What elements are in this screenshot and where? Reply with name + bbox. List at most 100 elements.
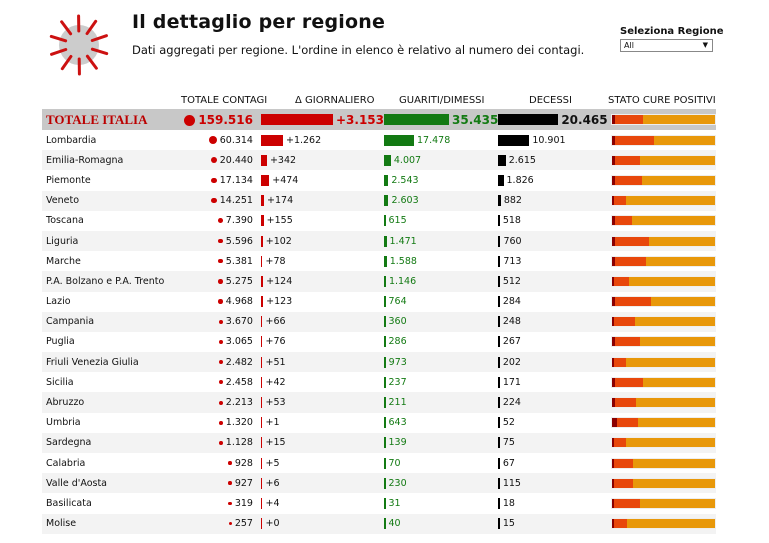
cure-hospitalized-segment — [615, 337, 640, 347]
cure-home-segment — [632, 458, 715, 468]
value-bar — [498, 134, 530, 146]
value-bar — [384, 336, 386, 348]
cure-hospitalized-segment — [615, 155, 640, 165]
cure-status-bar — [611, 457, 716, 469]
value-bar — [498, 437, 500, 449]
cure-intensive-segment — [612, 115, 616, 124]
row-name: Basilicata — [46, 497, 92, 509]
contagi-dot — [218, 339, 223, 345]
table-row[interactable]: Valle d'Aosta 927 +6 230 115 — [42, 473, 716, 494]
value-bar — [384, 215, 386, 227]
table-row[interactable]: Sicilia 2.458 +42 237 171 — [42, 372, 716, 392]
contagi-dot — [218, 279, 223, 284]
table-row[interactable]: Marche 5.381 +78 1.588 713 — [42, 251, 716, 271]
row-guariti: 615 — [388, 215, 407, 227]
value-bar — [498, 316, 500, 328]
table-row[interactable]: P.A. Bolzano e P.A. Trento 5.275 +124 1.… — [42, 271, 716, 292]
value-bar — [384, 134, 414, 146]
row-name: Emilia-Romagna — [46, 154, 124, 166]
value-bar — [384, 174, 389, 186]
value-bar — [384, 417, 386, 429]
region-select[interactable]: All ▼ — [620, 39, 713, 52]
row-guariti: 40 — [388, 518, 401, 530]
contagi-dot — [228, 461, 232, 465]
row-delta: +1 — [265, 417, 280, 429]
value-bar — [498, 114, 559, 125]
table-row[interactable]: Molise 257 +0 40 15 — [42, 513, 716, 534]
row-delta: +1.262 — [285, 134, 322, 146]
row-decessi: 52 — [502, 417, 515, 429]
cure-hospitalized-segment — [614, 458, 633, 468]
cure-home-segment — [632, 478, 715, 488]
cure-home-segment — [626, 196, 715, 206]
row-guariti: 1.146 — [388, 275, 417, 287]
cure-intensive-segment — [612, 478, 615, 488]
value-bar — [384, 437, 386, 449]
table-row[interactable]: Basilicata 319 +4 31 18 — [42, 493, 716, 513]
row-contagi: 257 — [234, 518, 253, 530]
cure-home-segment — [654, 135, 715, 145]
row-contagi: 5.381 — [225, 255, 253, 267]
table-row[interactable]: Veneto 14.251 +174 2.603 882 — [42, 190, 716, 211]
cure-home-segment — [641, 175, 715, 185]
row-decessi: 15 — [502, 518, 515, 530]
row-delta: +123 — [266, 296, 293, 308]
row-name: Friuli Venezia Giulia — [46, 356, 139, 368]
contagi-dot — [218, 258, 223, 264]
value-bar — [260, 497, 263, 509]
table-row[interactable]: Emilia-Romagna 20.440 +342 4.007 2.615 — [42, 150, 716, 171]
cure-intensive-segment — [612, 216, 616, 226]
table-row[interactable]: Campania 3.670 +66 360 248 — [42, 311, 716, 332]
row-decessi: 760 — [503, 235, 522, 247]
contagi-dot — [218, 299, 223, 304]
row-contagi: 17.134 — [219, 174, 253, 186]
row-decessi: 202 — [502, 356, 521, 368]
cure-hospitalized-segment — [615, 175, 642, 185]
value-bar — [498, 235, 501, 247]
cure-hospitalized-segment — [615, 115, 643, 124]
row-contagi: 3.670 — [225, 316, 253, 328]
table-row[interactable]: Sardegna 1.128 +15 139 75 — [42, 432, 716, 453]
value-bar — [498, 195, 501, 207]
contagi-dot — [218, 360, 223, 365]
col-header-guariti: GUARITI/DIMESSI — [399, 95, 485, 106]
cure-home-segment — [626, 438, 715, 448]
row-decessi: 248 — [502, 316, 521, 328]
row-guariti: 643 — [388, 417, 407, 429]
row-name: Sicilia — [46, 376, 74, 388]
table-row[interactable]: Liguria 5.596 +102 1.471 760 — [42, 230, 716, 252]
page-title: Il dettaglio per regione — [132, 11, 386, 33]
row-decessi: 512 — [502, 275, 521, 287]
value-bar — [384, 356, 386, 368]
row-decessi: 10.901 — [532, 134, 566, 146]
row-contagi: 2.482 — [225, 356, 253, 368]
table-row[interactable]: Umbria 1.320 +1 643 52 — [42, 413, 716, 433]
row-contagi: 20.440 — [219, 154, 253, 166]
value-bar — [384, 195, 389, 207]
table-row[interactable]: Toscana 7.390 +155 615 518 — [42, 211, 716, 231]
contagi-dot — [228, 522, 232, 526]
row-guariti: 211 — [388, 397, 407, 409]
table-row[interactable]: Calabria 928 +5 70 67 — [42, 453, 716, 473]
table-row[interactable]: Friuli Venezia Giulia 2.482 +51 973 202 — [42, 352, 716, 373]
cure-status-bar — [611, 417, 716, 429]
row-name: Marche — [46, 255, 81, 267]
row-decessi: 115 — [502, 477, 521, 489]
row-delta: +3.153 — [335, 112, 384, 127]
cure-intensive-segment — [612, 418, 618, 428]
value-bar — [260, 134, 283, 146]
table-row[interactable]: Piemonte 17.134 +474 2.543 1.826 — [42, 170, 716, 190]
table-row[interactable]: Lombardia 60.314 +1.262 17.478 10.901 — [42, 130, 716, 150]
table-row[interactable]: Puglia 3.065 +76 286 267 — [42, 332, 716, 352]
table-row[interactable]: Lazio 4.968 +123 764 284 — [42, 292, 716, 312]
value-bar — [260, 296, 264, 308]
value-bar — [384, 114, 449, 125]
cure-hospitalized-segment — [617, 418, 638, 428]
cure-intensive-segment — [612, 236, 616, 246]
row-delta: +66 — [265, 316, 286, 328]
value-bar — [260, 114, 333, 125]
value-bar — [260, 518, 263, 530]
row-guariti: 2.603 — [391, 195, 419, 207]
table-row[interactable]: Abruzzo 2.213 +53 211 224 — [42, 392, 716, 413]
value-bar — [260, 174, 270, 186]
